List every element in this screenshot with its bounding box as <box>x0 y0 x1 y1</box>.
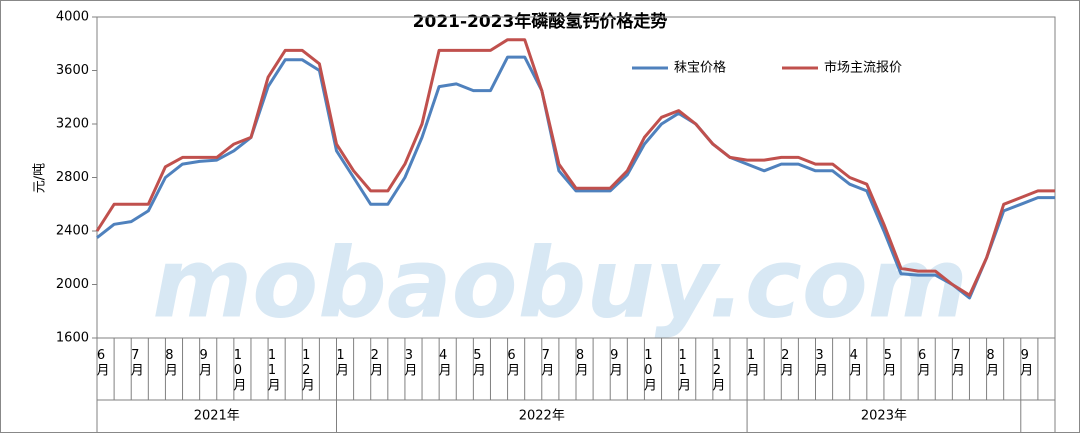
y-tick-label: 3600 <box>56 63 89 78</box>
x-tick-label: 9月 <box>1017 348 1033 377</box>
x-tick-label: 3月 <box>401 348 417 377</box>
x-tick-label: 12月 <box>299 348 315 392</box>
x-tick-label: 3月 <box>812 348 828 377</box>
y-tick-label: 1600 <box>56 331 89 346</box>
x-tick-label: 2月 <box>367 348 383 377</box>
x-tick-label: 11月 <box>265 348 281 392</box>
year-label: 2022年 <box>519 409 565 424</box>
y-tick-label: 2000 <box>56 277 89 292</box>
x-tick-label: 1月 <box>333 348 349 377</box>
y-tick-label: 2800 <box>56 170 89 185</box>
x-tick-label: 7月 <box>128 348 144 377</box>
watermark: mobaobuy.com <box>152 227 968 339</box>
x-tick-label: 6月 <box>94 348 110 377</box>
x-tick-label: 5月 <box>470 348 486 377</box>
x-tick-label: 10月 <box>641 348 657 392</box>
x-tick-label: 6月 <box>504 348 519 377</box>
x-tick-label: 1月 <box>744 348 760 377</box>
year-label: 2023年 <box>861 409 907 424</box>
x-tick-label: 5月 <box>880 348 896 377</box>
y-axis-label: 元/吨 <box>33 163 48 193</box>
y-tick-label: 2400 <box>56 224 89 239</box>
year-label: 2021年 <box>194 409 240 424</box>
series-line <box>95 38 1055 297</box>
legend-label: 秣宝价格 <box>674 60 726 76</box>
x-tick-label: 8月 <box>983 348 999 377</box>
x-tick-label: 7月 <box>949 348 965 377</box>
x-tick-label: 8月 <box>573 348 589 377</box>
x-tick-label: 4月 <box>436 348 452 377</box>
x-tick-label: 4月 <box>846 348 862 377</box>
x-tick-label: 8月 <box>162 348 178 377</box>
x-tick-label: 7月 <box>538 348 554 377</box>
y-tick-label: 3200 <box>56 117 89 132</box>
y-tick-label: 4000 <box>56 10 89 25</box>
x-tick-label: 2月 <box>778 348 794 377</box>
legend-label: 市场主流报价 <box>824 60 902 76</box>
x-tick-label: 10月 <box>230 348 246 392</box>
x-tick-label: 12月 <box>709 348 725 392</box>
x-tick-label: 9月 <box>196 348 212 377</box>
chart-title: 2021-2023年磷酸氢钙价格走势 <box>413 11 668 32</box>
x-tick-label: 6月 <box>915 348 931 377</box>
x-tick-label: 11月 <box>675 348 691 392</box>
x-tick-label: 9月 <box>607 348 623 377</box>
